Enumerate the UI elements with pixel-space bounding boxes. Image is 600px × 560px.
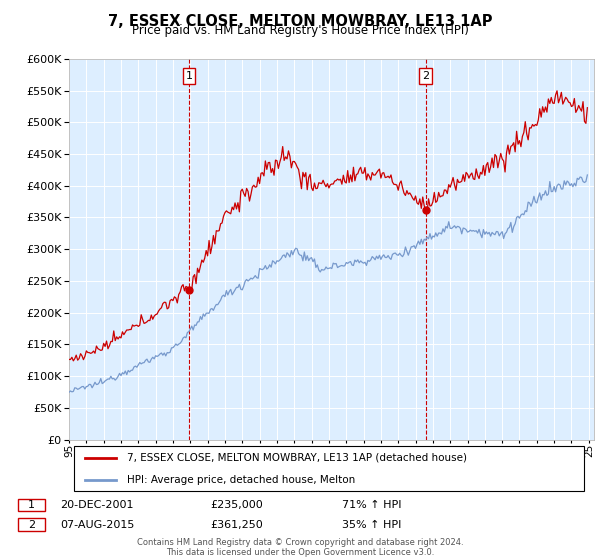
Text: Price paid vs. HM Land Registry's House Price Index (HPI): Price paid vs. HM Land Registry's House …: [131, 24, 469, 37]
Point: [184, 286, 194, 295]
Text: 1: 1: [28, 500, 35, 510]
Text: 2: 2: [28, 520, 35, 530]
FancyBboxPatch shape: [74, 446, 583, 492]
Text: 71% ↑ HPI: 71% ↑ HPI: [342, 500, 401, 510]
FancyBboxPatch shape: [18, 498, 45, 511]
Text: HPI: Average price, detached house, Melton: HPI: Average price, detached house, Melt…: [127, 475, 355, 485]
Text: 7, ESSEX CLOSE, MELTON MOWBRAY, LE13 1AP (detached house): 7, ESSEX CLOSE, MELTON MOWBRAY, LE13 1AP…: [127, 452, 467, 463]
Text: 20-DEC-2001: 20-DEC-2001: [60, 500, 133, 510]
Point: [421, 206, 430, 215]
Text: £235,000: £235,000: [210, 500, 263, 510]
Text: 35% ↑ HPI: 35% ↑ HPI: [342, 520, 401, 530]
Text: £361,250: £361,250: [210, 520, 263, 530]
Text: 2: 2: [422, 71, 429, 81]
FancyBboxPatch shape: [18, 519, 45, 531]
Text: Contains HM Land Registry data © Crown copyright and database right 2024.
This d: Contains HM Land Registry data © Crown c…: [137, 538, 463, 557]
Text: 7, ESSEX CLOSE, MELTON MOWBRAY, LE13 1AP: 7, ESSEX CLOSE, MELTON MOWBRAY, LE13 1AP: [108, 14, 492, 29]
Text: 07-AUG-2015: 07-AUG-2015: [60, 520, 134, 530]
Text: 1: 1: [185, 71, 193, 81]
